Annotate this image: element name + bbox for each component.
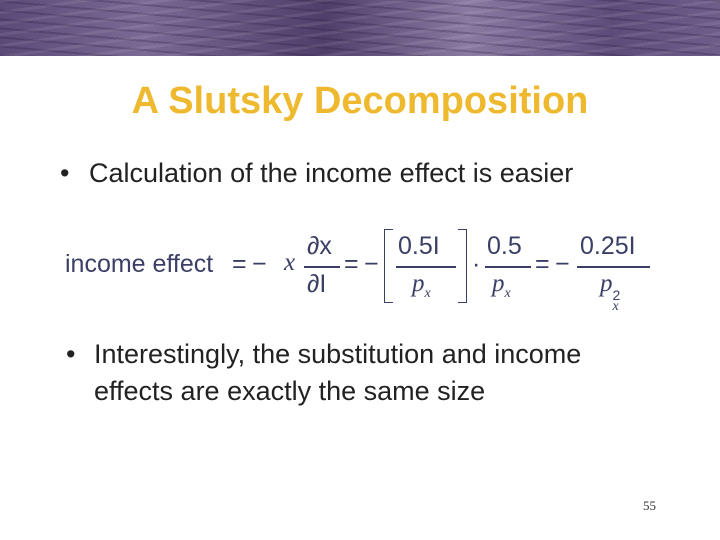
right-bracket — [458, 229, 467, 303]
eq-equals: = — [535, 250, 550, 278]
bullet-text: Interestingly, the substitution and inco… — [94, 339, 582, 369]
subscript-x: x — [612, 299, 619, 314]
subscript-x: x — [504, 286, 511, 301]
eq-minus: − — [252, 250, 267, 278]
eq-dot: · — [472, 250, 481, 278]
eq-equals: = — [344, 250, 359, 278]
bullet-text: Calculation of the income effect is easi… — [89, 158, 574, 188]
bullet-text-continued: effects are exactly the same size — [94, 376, 486, 406]
p-symbol: p — [600, 270, 613, 297]
p-symbol: p — [412, 270, 425, 297]
eq-equals: = — [232, 250, 247, 278]
frac1-num: ∂x — [307, 232, 332, 260]
bullet-marker: • — [60, 158, 70, 188]
frac3-num: 0.5 — [487, 232, 522, 260]
eq-minus: − — [555, 250, 570, 278]
frac2-bar — [396, 266, 456, 268]
superscript-2: 2 — [612, 287, 621, 303]
p-symbol: p — [492, 270, 505, 297]
frac3-bar — [485, 266, 531, 268]
eq-minus: − — [364, 250, 379, 278]
frac1-den: ∂I — [307, 270, 327, 298]
left-bracket — [384, 229, 393, 303]
frac4-bar — [577, 266, 650, 268]
frac2-num: 0.5I — [398, 232, 440, 260]
bullet-marker: • — [66, 339, 76, 369]
frac4-num: 0.25I — [580, 232, 636, 260]
slide-title: A Slutsky Decomposition — [131, 80, 589, 122]
frac1-bar — [304, 266, 340, 268]
subscript-x: x — [424, 286, 431, 301]
eq-lhs: income effect — [65, 250, 214, 278]
frac2-den: px — [412, 270, 431, 302]
header-texture-band — [0, 0, 720, 56]
page-number: 55 — [643, 498, 656, 513]
eq-x: x — [284, 249, 296, 276]
frac3-den: px — [492, 270, 511, 302]
